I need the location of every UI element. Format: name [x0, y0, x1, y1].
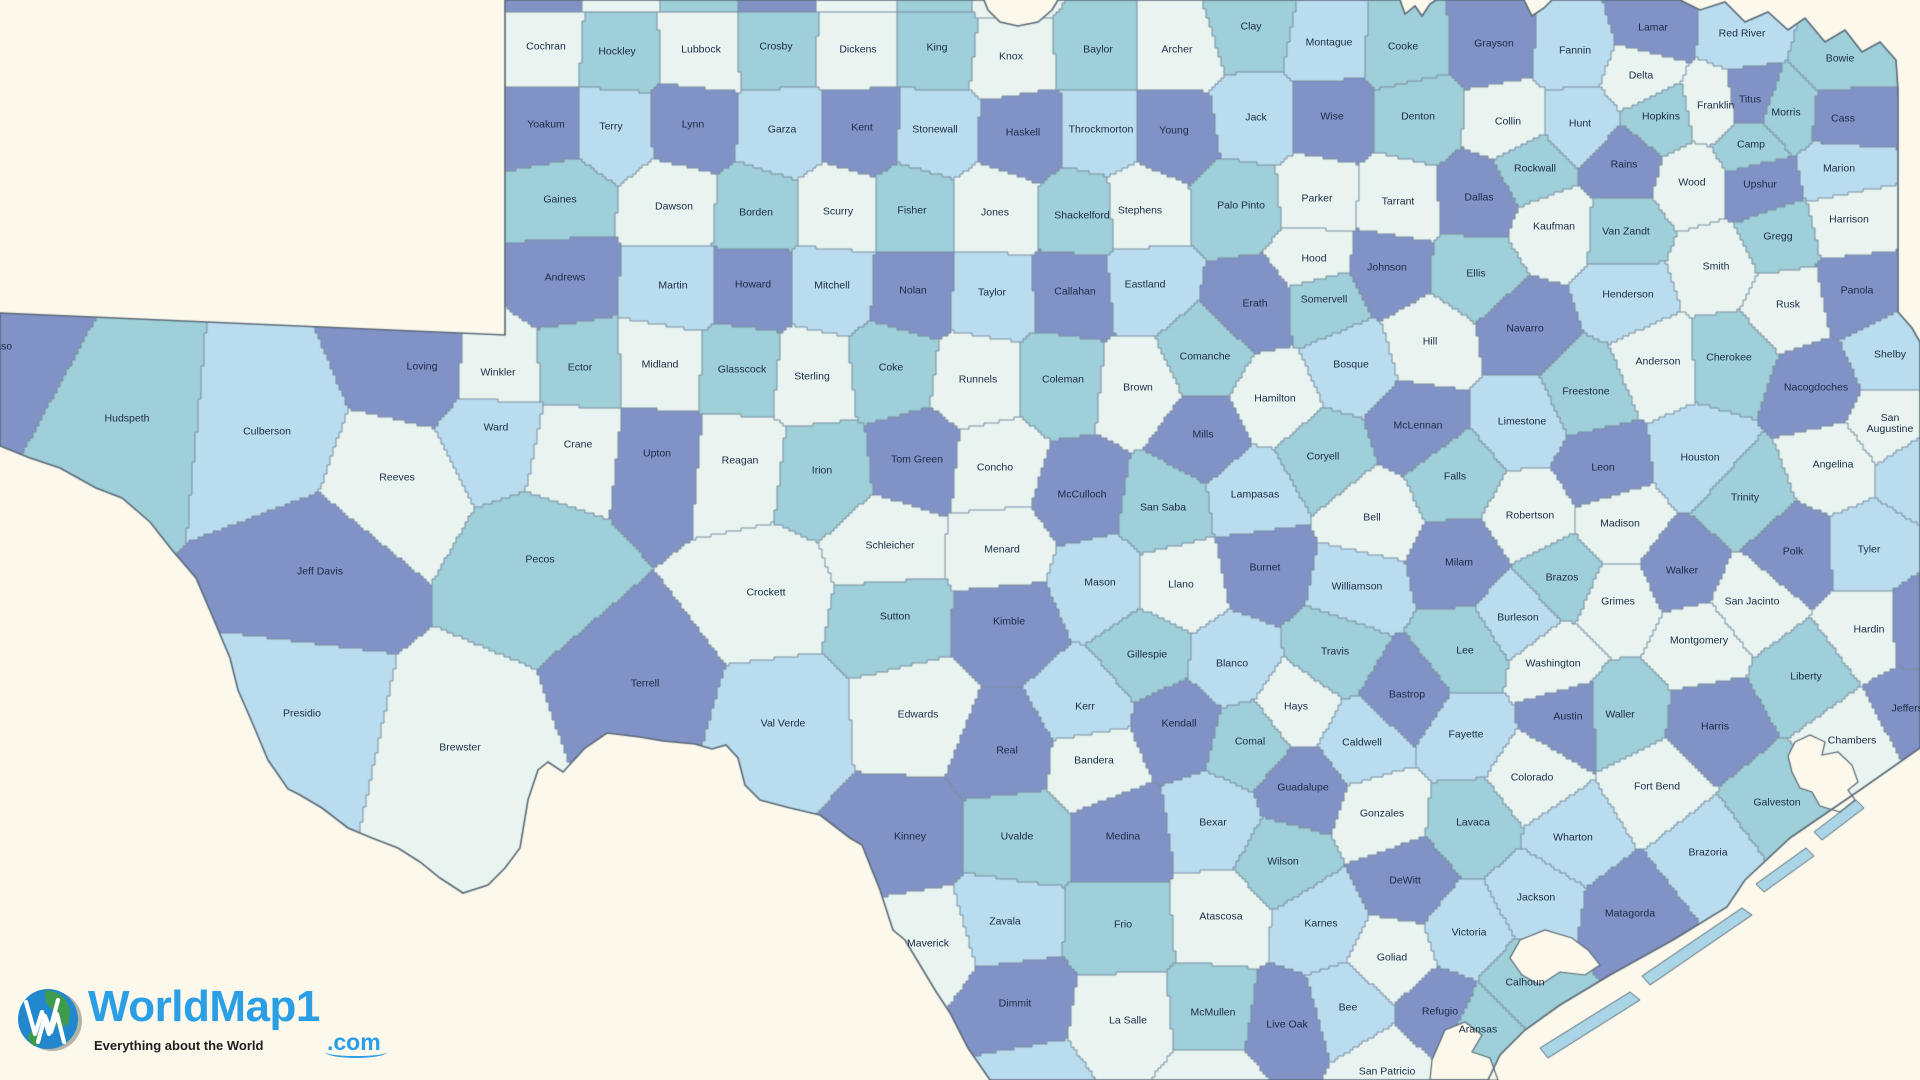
tld-underline [325, 1046, 387, 1058]
globe-icon [16, 986, 84, 1054]
brand-tagline: Everything about the World [94, 1038, 264, 1053]
brand-title: WorldMap1 [88, 982, 320, 1031]
worldmap1-logo: WorldMap1 Everything about the World .co… [14, 982, 414, 1072]
